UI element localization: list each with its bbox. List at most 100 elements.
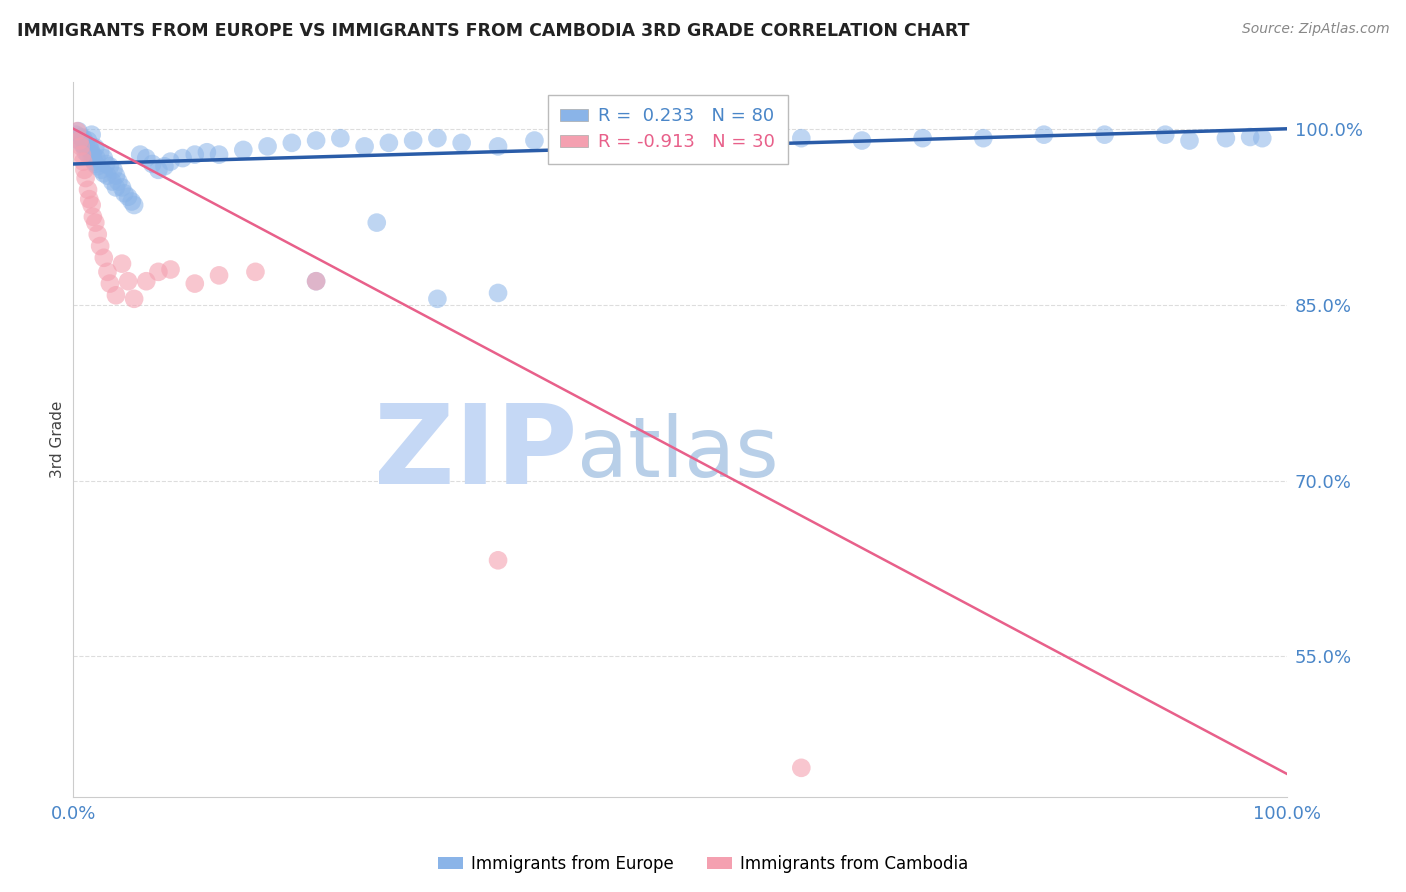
Point [135,151,157,165]
Text: atlas: atlas [576,413,779,494]
Point [122,198,145,212]
Point [426,131,449,145]
Point [77,192,100,206]
Point [141,157,163,171]
Point [547,131,569,145]
Point [305,274,328,288]
Point [790,761,813,775]
Point [1178,134,1201,148]
Point [148,265,170,279]
Point [329,131,352,145]
Text: Source: ZipAtlas.com: Source: ZipAtlas.com [1241,22,1389,37]
Point [730,136,752,150]
Point [245,265,267,279]
Point [80,128,103,142]
Point [523,134,546,148]
Point [114,186,136,201]
Point [153,159,176,173]
Point [1032,128,1054,142]
Point [70,136,93,151]
Point [1154,128,1177,142]
Point [83,154,105,169]
Point [93,166,115,180]
Point [104,169,127,183]
Point [66,124,89,138]
Point [73,139,96,153]
Point [790,131,813,145]
Point [107,175,129,189]
Point [69,134,91,148]
Point [72,154,94,169]
Point [972,131,994,145]
Point [75,171,97,186]
Point [103,162,125,177]
Point [1094,128,1116,142]
Point [93,251,115,265]
Point [82,210,104,224]
Point [80,150,103,164]
Point [89,145,111,160]
Point [184,147,207,161]
Point [122,292,145,306]
Point [82,147,104,161]
Point [96,265,118,279]
Y-axis label: 3rd Grade: 3rd Grade [51,401,65,478]
Point [87,159,110,173]
Point [353,139,375,153]
Point [65,128,87,142]
Legend: Immigrants from Europe, Immigrants from Cambodia: Immigrants from Europe, Immigrants from … [430,848,976,880]
Point [69,139,91,153]
Point [89,239,111,253]
Point [1251,131,1274,145]
Point [135,274,157,288]
Point [96,169,118,183]
Point [77,134,100,148]
Point [104,180,127,194]
Point [583,136,606,150]
Point [73,162,96,177]
Point [121,194,143,209]
Point [77,147,100,161]
Point [87,227,110,242]
Point [70,147,93,161]
Point [159,262,181,277]
Point [93,151,115,165]
Point [172,151,194,165]
Point [101,175,124,189]
Point [77,183,100,197]
Point [486,285,509,300]
Point [851,134,873,148]
Point [669,131,692,145]
Point [208,268,231,283]
Point [117,274,139,288]
Point [184,277,207,291]
Point [305,134,328,148]
Point [620,134,643,148]
Point [96,157,118,171]
Point [1239,130,1261,145]
Point [256,139,278,153]
Point [84,157,107,171]
Point [111,257,134,271]
Point [67,124,90,138]
Point [159,154,181,169]
Point [117,190,139,204]
Point [84,140,107,154]
Point [72,131,94,145]
Point [195,145,218,160]
Point [75,136,97,150]
Point [90,162,112,177]
Point [84,216,107,230]
Point [148,162,170,177]
Point [98,277,121,291]
Text: IMMIGRANTS FROM EUROPE VS IMMIGRANTS FROM CAMBODIA 3RD GRADE CORRELATION CHART: IMMIGRANTS FROM EUROPE VS IMMIGRANTS FRO… [17,22,969,40]
Point [111,180,134,194]
Point [402,134,425,148]
Point [104,288,127,302]
Point [129,147,152,161]
Text: ZIP: ZIP [374,401,576,508]
Legend: R =  0.233   N = 80, R = -0.913   N = 30: R = 0.233 N = 80, R = -0.913 N = 30 [548,95,787,164]
Point [486,139,509,153]
Point [98,159,121,173]
Point [75,145,97,160]
